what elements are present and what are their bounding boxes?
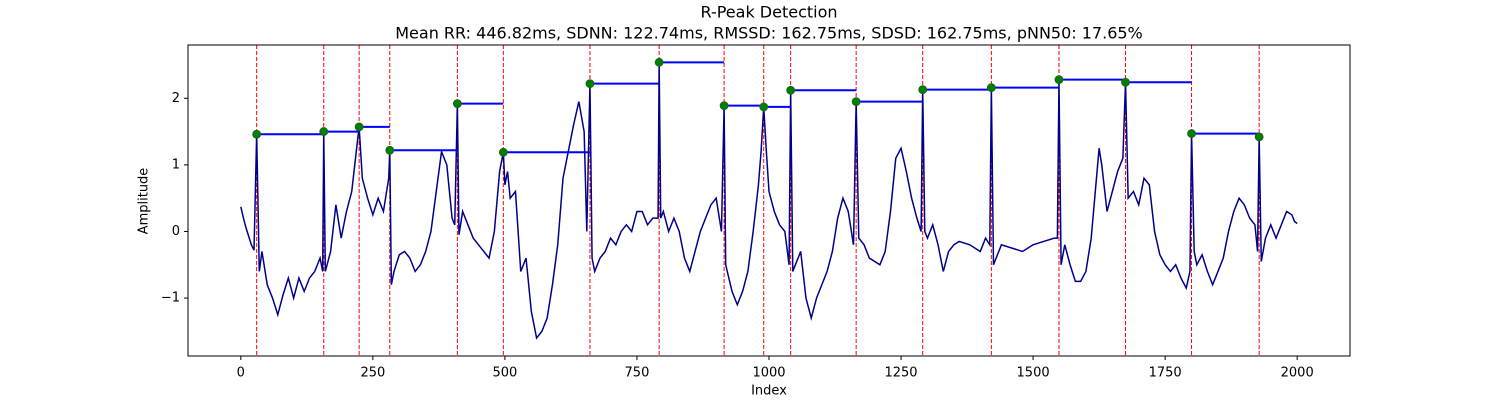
y-axis-label: Amplitude (137, 168, 152, 235)
peak-marker (585, 79, 595, 89)
peak-marker (918, 85, 928, 95)
peak-marker (759, 102, 769, 112)
y-tick-label: 2 (172, 91, 180, 106)
chart-subtitle: Mean RR: 446.82ms, SDNN: 122.74ms, RMSSD… (395, 24, 1143, 43)
peak-marker (786, 85, 796, 95)
x-tick-label: 0 (237, 366, 245, 381)
peak-marker (1187, 129, 1196, 138)
y-tick-label: 1 (172, 157, 180, 172)
peak-marker (385, 145, 395, 155)
x-tick-label: 500 (492, 366, 517, 381)
x-tick-label: 1000 (752, 366, 785, 381)
chart-title: R-Peak Detection (700, 3, 837, 22)
x-axis-label: Index (751, 384, 787, 399)
peak-marker (986, 83, 996, 93)
peak-marker (851, 97, 861, 107)
peak-marker (452, 99, 462, 109)
x-tick-label: 2000 (1281, 366, 1314, 381)
peak-marker (498, 147, 508, 157)
x-tick-label: 1750 (1149, 366, 1182, 381)
x-tick-label: 250 (360, 366, 385, 381)
peak-marker (354, 122, 364, 132)
x-tick-label: 1250 (884, 366, 917, 381)
peak-marker (1254, 132, 1264, 142)
peak-marker (1121, 77, 1130, 87)
peak-marker (252, 129, 262, 139)
x-tick-label: 750 (625, 366, 650, 381)
peak-marker (319, 127, 329, 136)
x-tick-label: 1500 (1017, 366, 1050, 381)
signal-line (240, 62, 1298, 340)
peak-marker (1054, 75, 1064, 85)
plot-frame (187, 44, 1351, 357)
y-tick-label: −1 (161, 291, 180, 306)
peak-marker (719, 101, 729, 111)
peak-marker (654, 57, 664, 67)
y-tick-label: 0 (172, 224, 180, 239)
